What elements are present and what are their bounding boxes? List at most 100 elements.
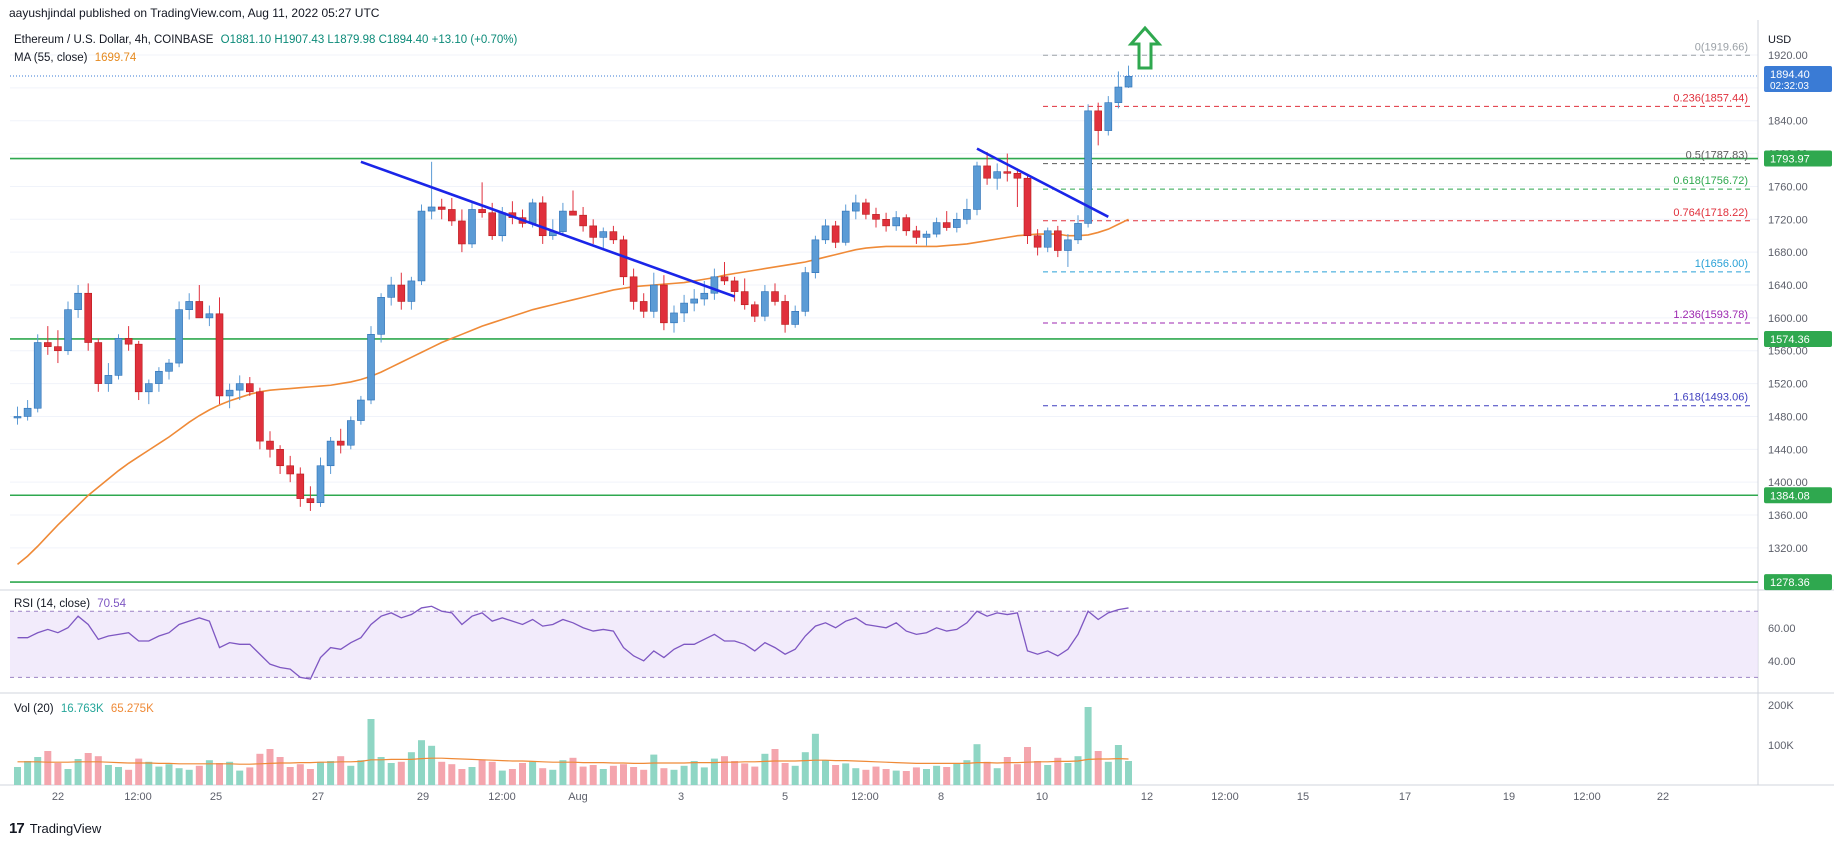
volume-bar <box>104 765 112 785</box>
volume-bar <box>1074 756 1082 785</box>
volume-bar <box>317 761 324 785</box>
volume-bar <box>327 761 335 785</box>
price-tick-label: 1360.00 <box>1768 510 1808 522</box>
candle-body <box>1104 102 1113 131</box>
volume-bar <box>963 760 971 785</box>
volume-bar <box>296 764 304 785</box>
candle-body <box>195 301 204 319</box>
candle-body <box>649 284 658 312</box>
volume-bar <box>508 769 516 785</box>
up-arrow-icon <box>1127 25 1163 70</box>
candle-body <box>771 291 779 302</box>
volume-bar <box>64 769 72 785</box>
volume-bar <box>14 767 21 785</box>
trend-line <box>976 147 1109 218</box>
volume-bar <box>559 760 567 785</box>
candle-body <box>660 284 668 324</box>
support-price-tag <box>1764 330 1832 347</box>
volume-tick-label: 200K <box>1768 700 1794 712</box>
candle-body <box>1074 223 1082 241</box>
volume-bar <box>1064 763 1072 785</box>
current-price-label: 1894.40 <box>1770 69 1810 81</box>
volume-bar <box>468 767 476 785</box>
volume-bar <box>933 765 941 785</box>
candle-body <box>851 202 860 212</box>
volume-bar <box>165 764 173 785</box>
volume-bar <box>872 766 880 785</box>
support-price-tag <box>1764 150 1832 167</box>
volume-bar <box>832 765 840 785</box>
volume-bar <box>519 763 526 785</box>
volume-bar <box>407 752 415 785</box>
fib-level-label: 1(1656.00) <box>1695 258 1748 270</box>
time-tick-label: 12:00 <box>851 791 879 803</box>
trend-line <box>360 160 736 298</box>
candle-body <box>700 292 709 300</box>
rsi-tick-label: 40.00 <box>1768 656 1796 668</box>
volume-bar <box>1125 761 1132 785</box>
candle-body <box>983 165 991 179</box>
candle-body <box>1124 76 1133 88</box>
volume-ma-line <box>17 757 1129 765</box>
candle-body <box>417 210 426 282</box>
candle-body <box>1033 235 1042 248</box>
volume-bar <box>801 752 809 785</box>
volume-bar <box>902 771 910 785</box>
candle-body <box>740 291 749 306</box>
candle-body <box>478 209 486 214</box>
volume-bar <box>761 753 769 785</box>
volume-bar <box>630 767 638 785</box>
volume-bar <box>256 753 264 785</box>
candle-body <box>579 214 587 227</box>
candle-body <box>831 225 840 243</box>
price-tick-label: 1560.00 <box>1768 346 1808 358</box>
volume-bar <box>923 769 930 785</box>
support-price-label: 1278.36 <box>1770 577 1810 589</box>
fib-level-label: 1.618(1493.06) <box>1673 392 1748 404</box>
fib-level-label: 0.5(1787.83) <box>1686 150 1748 162</box>
volume-bar <box>1094 751 1102 785</box>
candle-body <box>124 338 133 345</box>
candle-body <box>1043 230 1052 248</box>
candle-body <box>498 212 507 237</box>
candle-body <box>155 370 163 384</box>
volume-value: 16.763K <box>60 703 104 715</box>
candle-body <box>246 383 254 393</box>
candle-body <box>1023 177 1032 237</box>
volume-bar <box>1003 757 1011 785</box>
fib-level-label: 0.764(1718.22) <box>1673 207 1748 219</box>
candle-body <box>952 219 961 228</box>
candle-body <box>23 407 32 417</box>
rsi-legend: RSI (14, close) 70.54 <box>14 598 126 610</box>
volume-bar <box>125 769 133 785</box>
price-tick-label: 1440.00 <box>1768 444 1808 456</box>
volume-bar <box>1013 764 1021 785</box>
volume-bar <box>842 763 850 785</box>
candle-body <box>599 231 608 238</box>
candle-body <box>114 338 123 376</box>
tradingview-logo-icon: 17 <box>9 820 25 837</box>
candle-body <box>447 209 456 222</box>
fib-level-label: 1.236(1593.78) <box>1673 309 1748 321</box>
volume-bar <box>236 770 244 785</box>
time-tick-label: 3 <box>678 791 684 803</box>
candle-body <box>932 222 941 235</box>
rsi-band <box>10 611 1758 678</box>
volume-bar <box>700 767 708 785</box>
candle-body <box>43 342 52 347</box>
candle-body <box>336 440 345 446</box>
volume-bar <box>811 733 819 785</box>
ma-value: 1699.74 <box>94 52 137 64</box>
tradingview-brand[interactable]: 17 TradingView <box>9 820 101 837</box>
candle-body <box>427 206 436 212</box>
time-tick-label: Aug <box>568 791 588 803</box>
candle-body <box>1054 230 1062 251</box>
rsi-label: RSI (14, close) <box>14 598 91 610</box>
volume-bar <box>710 758 718 785</box>
volume-bar <box>428 745 436 785</box>
candle-body <box>145 383 153 393</box>
volume-bar <box>1024 747 1031 785</box>
rsi-tick-label: 60.00 <box>1768 623 1796 635</box>
candle-body <box>821 225 830 241</box>
